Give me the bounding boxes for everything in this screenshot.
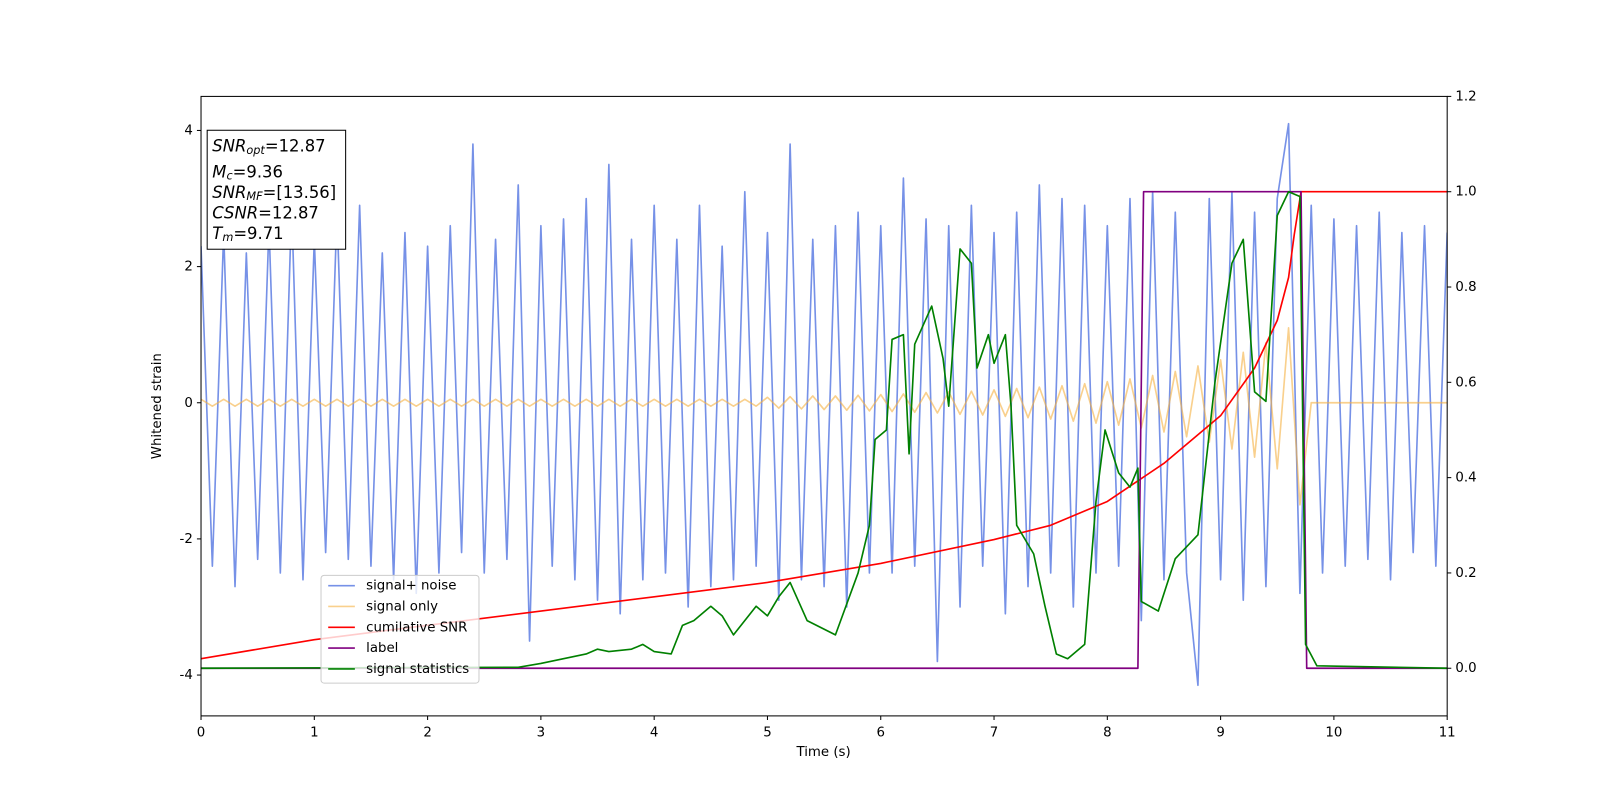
plot-area	[201, 122, 1448, 687]
legend: signal+ noise signal only cumilative SNR la…	[320, 574, 480, 684]
x-tick-label: 3	[537, 725, 545, 740]
y2-tick-label: 1.0	[1455, 185, 1476, 200]
annotation: CSNR=12.87	[212, 203, 319, 222]
annotation-symbol: CSNR	[212, 203, 258, 222]
annotation-symbol: M	[212, 162, 226, 181]
series-line	[201, 327, 1448, 506]
x-tick-label: 7	[990, 725, 998, 740]
annotation-symbol: T	[212, 223, 224, 242]
annotation-subscript: opt	[246, 144, 265, 157]
y2-tick-label: 0.4	[1455, 471, 1476, 486]
x-tick-label: 4	[650, 725, 658, 740]
annotation-box: SNRopt=12.87Mc=9.36SNRMF=[13.56]CSNR=12.…	[206, 129, 347, 250]
annotation-value: =9.71	[233, 223, 283, 242]
x-tick-label: 9	[1216, 725, 1224, 740]
annotation: SNRMF=[13.56]	[212, 182, 336, 203]
x-tick-label: 6	[877, 725, 885, 740]
x-tick-label: 2	[423, 725, 431, 740]
series-line	[201, 190, 1448, 670]
y-tick-label: -2	[180, 532, 193, 547]
legend-label: cumilative SNR	[366, 620, 467, 635]
legend-label: signal statistics	[366, 662, 469, 677]
annotation: Mc=9.36	[212, 162, 283, 183]
y2-tick-label: 0.8	[1455, 280, 1476, 295]
x-tick-label: 11	[1439, 725, 1456, 740]
y2-tick-label: 1.2	[1455, 89, 1476, 104]
annotation-value: =[13.56]	[263, 182, 337, 201]
annotation-subscript: c	[226, 169, 233, 182]
x-tick-label: 1	[310, 725, 318, 740]
y-tick-label: 4	[184, 123, 192, 138]
y-tick-label: 0	[184, 396, 192, 411]
annotation-value: =9.36	[233, 162, 283, 181]
y-tick-label: -4	[180, 668, 193, 683]
annotation: SNRopt=12.87	[212, 136, 325, 157]
annotation-symbol: SNR	[212, 182, 246, 201]
y2-tick-label: 0.6	[1455, 375, 1476, 390]
y2-tick-label: 0.2	[1455, 566, 1476, 581]
annotation-value: =12.87	[258, 203, 319, 222]
x-tick-label: 5	[763, 725, 771, 740]
y2-tick-label: 0.0	[1455, 661, 1476, 676]
annotation-symbol: SNR	[212, 136, 246, 155]
x-tick-label: 0	[197, 725, 205, 740]
x-tick-label: 10	[1325, 725, 1342, 740]
legend-label: label	[366, 641, 398, 656]
legend-label: signal+ noise	[366, 579, 456, 594]
legend-frame	[320, 574, 480, 684]
annotation-subscript: m	[222, 231, 233, 244]
legend-label: signal only	[366, 599, 438, 614]
x-axis-label: Time (s)	[795, 745, 850, 760]
series-line	[201, 190, 1448, 660]
annotation-value: =12.87	[265, 136, 326, 155]
annotation: Tm=9.71	[212, 223, 283, 244]
axes-frame	[200, 95, 1448, 717]
y-tick-label: 2	[184, 260, 192, 275]
annotation-frame	[206, 129, 347, 250]
series-line	[201, 190, 1448, 670]
y-axis-label: Whitened strain	[150, 353, 165, 459]
x-tick-label: 8	[1103, 725, 1111, 740]
annotation-subscript: MF	[246, 190, 263, 203]
series-line	[201, 122, 1448, 687]
